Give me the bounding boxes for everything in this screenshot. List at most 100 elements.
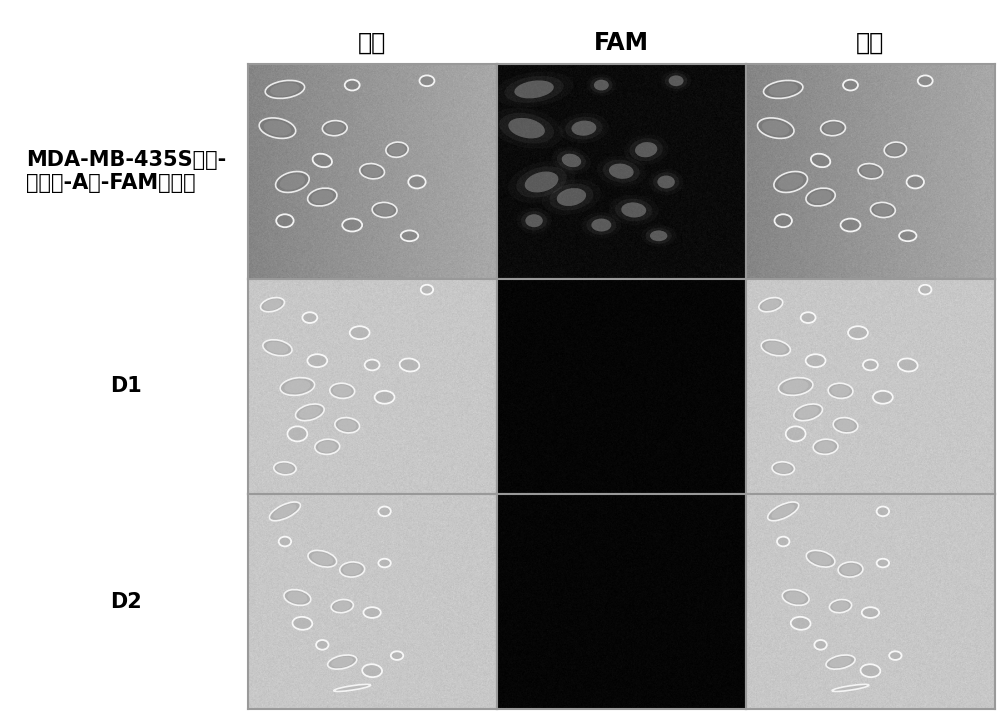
- Ellipse shape: [505, 76, 564, 103]
- Ellipse shape: [594, 80, 609, 91]
- Ellipse shape: [650, 230, 667, 241]
- Ellipse shape: [800, 312, 816, 324]
- Ellipse shape: [650, 230, 667, 241]
- Ellipse shape: [287, 592, 307, 603]
- Ellipse shape: [824, 123, 842, 134]
- Ellipse shape: [571, 120, 596, 135]
- Ellipse shape: [810, 190, 832, 204]
- Text: MDA-MB-435S细胞-
整合素-A链-FAM复合物: MDA-MB-435S细胞- 整合素-A链-FAM复合物: [26, 150, 226, 193]
- Ellipse shape: [778, 377, 814, 396]
- Ellipse shape: [847, 326, 869, 340]
- Ellipse shape: [407, 175, 427, 189]
- Ellipse shape: [279, 377, 316, 396]
- Ellipse shape: [273, 461, 297, 475]
- Ellipse shape: [653, 173, 679, 192]
- Ellipse shape: [906, 175, 925, 189]
- Ellipse shape: [897, 358, 919, 372]
- Ellipse shape: [273, 504, 297, 518]
- Ellipse shape: [591, 219, 611, 232]
- Ellipse shape: [861, 165, 880, 177]
- Ellipse shape: [331, 599, 354, 613]
- Ellipse shape: [771, 461, 795, 475]
- Ellipse shape: [862, 359, 879, 371]
- Ellipse shape: [378, 506, 391, 517]
- Ellipse shape: [669, 76, 684, 86]
- Ellipse shape: [312, 553, 333, 565]
- Ellipse shape: [831, 684, 870, 692]
- Ellipse shape: [278, 536, 292, 547]
- Ellipse shape: [385, 142, 409, 158]
- Ellipse shape: [758, 297, 783, 312]
- Ellipse shape: [318, 441, 337, 453]
- Ellipse shape: [349, 326, 371, 340]
- Ellipse shape: [833, 417, 858, 434]
- Ellipse shape: [772, 504, 795, 518]
- Ellipse shape: [768, 83, 798, 96]
- Ellipse shape: [378, 558, 391, 568]
- Ellipse shape: [374, 390, 396, 404]
- Ellipse shape: [825, 655, 856, 670]
- Ellipse shape: [275, 171, 310, 193]
- Ellipse shape: [861, 607, 880, 618]
- Ellipse shape: [829, 599, 852, 613]
- Ellipse shape: [805, 188, 836, 207]
- Ellipse shape: [760, 339, 791, 356]
- Ellipse shape: [557, 188, 586, 206]
- Ellipse shape: [609, 163, 634, 179]
- Ellipse shape: [872, 390, 894, 404]
- Ellipse shape: [842, 79, 859, 91]
- Ellipse shape: [898, 230, 917, 242]
- Ellipse shape: [341, 218, 363, 232]
- Ellipse shape: [327, 655, 358, 670]
- Ellipse shape: [657, 175, 675, 188]
- Ellipse shape: [783, 380, 809, 393]
- Ellipse shape: [264, 120, 291, 136]
- Ellipse shape: [284, 380, 310, 393]
- Ellipse shape: [571, 120, 596, 135]
- Ellipse shape: [419, 75, 435, 87]
- Ellipse shape: [757, 118, 795, 139]
- Ellipse shape: [557, 188, 586, 206]
- Ellipse shape: [827, 383, 854, 399]
- Ellipse shape: [314, 438, 340, 455]
- Text: D2: D2: [110, 592, 142, 612]
- Ellipse shape: [836, 419, 855, 431]
- Ellipse shape: [837, 562, 864, 578]
- Ellipse shape: [333, 385, 352, 396]
- Ellipse shape: [286, 426, 308, 442]
- Ellipse shape: [322, 120, 348, 136]
- Ellipse shape: [331, 657, 353, 667]
- Ellipse shape: [389, 144, 405, 155]
- Ellipse shape: [918, 284, 932, 295]
- Ellipse shape: [621, 202, 646, 217]
- Ellipse shape: [275, 214, 295, 228]
- Ellipse shape: [266, 342, 288, 354]
- Ellipse shape: [765, 342, 787, 354]
- Ellipse shape: [557, 150, 586, 170]
- Ellipse shape: [333, 684, 372, 692]
- Ellipse shape: [797, 406, 819, 419]
- Ellipse shape: [586, 215, 616, 235]
- Ellipse shape: [260, 297, 285, 312]
- Ellipse shape: [594, 80, 609, 91]
- Ellipse shape: [420, 284, 434, 295]
- Ellipse shape: [816, 441, 835, 453]
- Ellipse shape: [876, 506, 890, 517]
- Ellipse shape: [325, 123, 344, 134]
- Ellipse shape: [516, 166, 567, 198]
- Ellipse shape: [263, 299, 281, 310]
- Ellipse shape: [312, 153, 333, 168]
- Ellipse shape: [269, 501, 301, 521]
- Ellipse shape: [562, 154, 581, 167]
- Ellipse shape: [776, 536, 790, 547]
- Ellipse shape: [277, 463, 293, 473]
- Ellipse shape: [887, 144, 904, 155]
- Ellipse shape: [837, 685, 864, 691]
- Ellipse shape: [270, 83, 300, 96]
- Ellipse shape: [343, 564, 362, 575]
- Ellipse shape: [514, 81, 554, 98]
- Ellipse shape: [813, 438, 839, 455]
- Ellipse shape: [258, 118, 297, 139]
- Text: FAM: FAM: [594, 31, 649, 55]
- Ellipse shape: [876, 558, 890, 568]
